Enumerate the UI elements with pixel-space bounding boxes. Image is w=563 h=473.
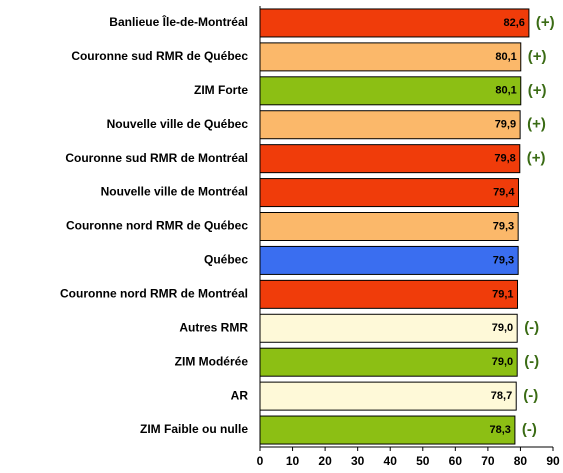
annotation: (+) [528,82,547,99]
value-label: 79,8 [494,153,515,165]
x-tick-label: 70 [481,454,495,468]
value-label: 80,1 [495,85,516,97]
bar [259,245,519,275]
x-tick-label: 50 [416,454,430,468]
x-tick-label: 60 [449,454,463,468]
annotation: (+) [536,14,555,31]
x-tick-label: 30 [351,454,365,468]
bar [259,178,519,208]
x-tick-label: 90 [546,454,560,468]
bar [259,76,522,106]
value-label: 79,0 [492,322,513,334]
category-label: Couronne sud RMR de Québec [71,49,248,63]
x-tick-label: 0 [257,454,264,468]
value-label: 79,1 [492,288,513,300]
category-label: Couronne nord RMR de Québec [66,219,248,233]
bar [259,144,521,174]
bar [259,347,518,377]
value-label: 82,6 [503,17,524,29]
category-label: AR [231,388,249,402]
annotation: (-) [524,319,539,336]
category-label: Couronne sud RMR de Montréal [65,151,248,165]
value-label: 79,9 [495,119,516,131]
value-label: 79,3 [493,254,514,266]
bar [259,110,521,140]
x-tick-label: 10 [286,454,300,468]
bar [259,42,522,72]
category-label: Nouvelle ville de Québec [107,117,249,131]
value-label: 79,4 [493,186,515,198]
bar [259,212,519,241]
annotation: (+) [527,116,546,133]
bar [259,8,530,38]
value-label: 78,7 [491,390,512,402]
value-label: 79,3 [493,220,514,232]
bar [259,313,518,343]
x-tick-label: 80 [514,454,528,468]
annotation: (-) [523,387,538,404]
x-tick-label: 20 [318,454,332,468]
category-label: ZIM Faible ou nulle [140,422,248,436]
annotation: (-) [524,353,539,370]
bar [259,279,519,309]
category-label: Banlieue Île-de-Montréal [109,14,248,29]
value-label: 80,1 [495,51,516,63]
annotation: (+) [527,150,546,167]
bar [259,381,517,411]
value-label: 79,0 [492,356,513,368]
category-label: ZIM Modérée [175,354,249,368]
category-label: Nouvelle ville de Montréal [101,185,248,199]
category-label: Couronne nord RMR de Montréal [60,287,248,301]
value-label: 78,3 [489,424,510,436]
annotation: (+) [528,48,547,65]
annotation: (-) [522,421,537,438]
bar [259,415,516,445]
category-label: Québec [204,253,248,267]
x-tick-label: 40 [384,454,398,468]
category-label: ZIM Forte [194,83,248,97]
category-label: Autres RMR [179,320,248,334]
